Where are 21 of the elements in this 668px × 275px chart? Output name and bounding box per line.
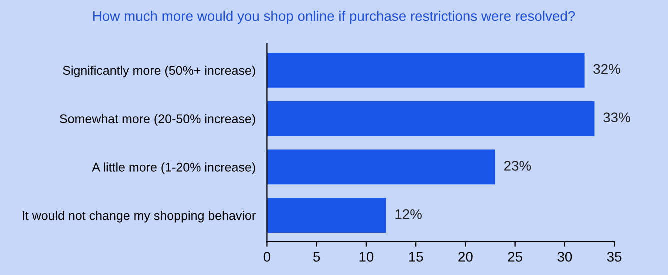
- x-tick-label: 35: [607, 252, 622, 262]
- y-tick-label: It would not change my shopping behavior: [23, 211, 256, 223]
- bar: [267, 53, 585, 88]
- bar: [267, 150, 496, 185]
- bar: [267, 101, 595, 136]
- x-tick-label: 10: [360, 252, 374, 262]
- data-label: 23%: [504, 161, 532, 171]
- x-tick-label: 25: [508, 252, 522, 262]
- data-label: 32%: [594, 64, 620, 74]
- y-tick-label: Significantly more (50%+ increase): [63, 66, 256, 78]
- x-tick-label: 5: [314, 252, 320, 262]
- x-tick-label: 30: [558, 252, 572, 262]
- x-tick-label: 0: [264, 252, 271, 262]
- data-label: 33%: [604, 112, 630, 123]
- y-tick-label: Somewhat more (20-50% increase): [60, 114, 256, 126]
- x-tick-label: 15: [409, 252, 424, 262]
- data-label: 12%: [396, 209, 422, 220]
- bar: [267, 198, 386, 233]
- x-tick-label: 20: [458, 252, 473, 262]
- y-tick-label: A little more (1-20% increase): [92, 162, 256, 174]
- chart-title: How much more would you shop online if purchase restrictions were resolved?: [94, 11, 576, 24]
